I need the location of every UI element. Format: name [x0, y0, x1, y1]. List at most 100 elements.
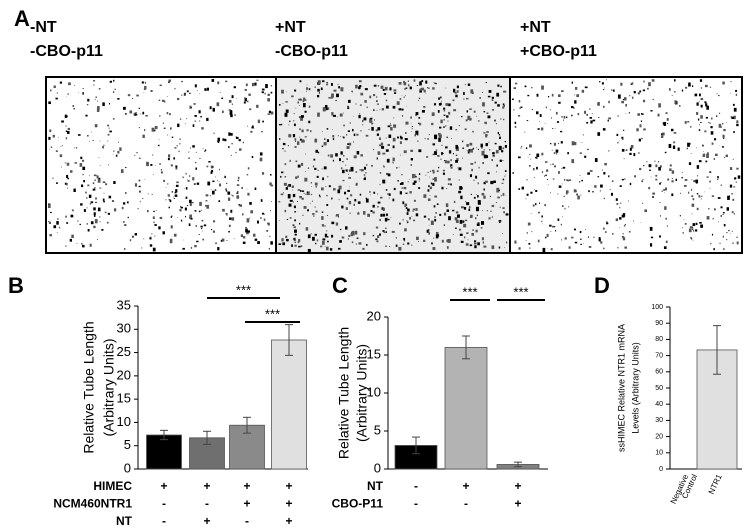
- cell: [410, 116, 412, 119]
- cell: [498, 189, 500, 191]
- cell: [701, 195, 703, 197]
- cell: [456, 85, 459, 89]
- cell: [720, 126, 722, 128]
- cell: [428, 134, 430, 136]
- cell: [189, 217, 191, 219]
- cell: [606, 222, 609, 225]
- cell: [257, 220, 259, 224]
- cell: [471, 232, 475, 236]
- cell: [529, 247, 531, 249]
- cell: [64, 182, 68, 185]
- cell: [189, 202, 192, 206]
- cell: [485, 142, 488, 147]
- cell: [379, 172, 382, 174]
- cell: [179, 138, 181, 140]
- cell: [351, 91, 353, 93]
- cell: [673, 132, 677, 134]
- cell: [624, 178, 626, 180]
- cell: [568, 246, 571, 249]
- cell: [460, 206, 464, 209]
- cell: [427, 189, 430, 192]
- cell: [530, 191, 533, 194]
- cell: [486, 210, 488, 212]
- cell: [310, 193, 313, 196]
- cell: [360, 130, 362, 132]
- cell: [174, 191, 177, 194]
- cell: [731, 193, 733, 195]
- cell: [82, 88, 84, 89]
- cell: [519, 107, 522, 109]
- cell: [504, 145, 507, 148]
- cell: [48, 204, 51, 209]
- cell: [170, 216, 173, 218]
- cell: [347, 105, 349, 108]
- cell: [117, 98, 120, 100]
- cell: [200, 209, 203, 211]
- image-caption: +CBO-p11: [520, 43, 597, 60]
- cell: [150, 163, 153, 166]
- cell: [331, 197, 333, 200]
- cell: [53, 85, 56, 89]
- cell: [231, 95, 234, 99]
- cell: [435, 149, 438, 151]
- cell: [189, 199, 192, 204]
- cell: [710, 126, 713, 129]
- cell: [142, 134, 145, 138]
- cell: [435, 234, 439, 239]
- cell: [554, 127, 556, 129]
- cell: [347, 238, 349, 240]
- cell: [229, 217, 232, 220]
- cell: [601, 169, 603, 171]
- cell: [320, 245, 323, 248]
- cell: [159, 216, 163, 220]
- cell: [428, 87, 430, 89]
- cell: [691, 203, 695, 207]
- cell: [399, 191, 402, 195]
- cell: [472, 147, 474, 150]
- cell: [431, 242, 433, 245]
- cell: [202, 148, 204, 150]
- cell: [460, 240, 464, 243]
- cell: [716, 93, 718, 95]
- cell: [731, 211, 734, 214]
- cell: [574, 241, 578, 244]
- y-axis-label: Levels (Arbitrary Units): [630, 342, 640, 434]
- cell: [145, 114, 148, 117]
- cell: [142, 198, 144, 199]
- cell: [326, 82, 328, 84]
- cell: [512, 172, 515, 174]
- cell: [555, 149, 559, 153]
- cell: [363, 166, 367, 170]
- cell: [503, 104, 506, 108]
- cell: [287, 193, 291, 199]
- cell: [368, 128, 370, 130]
- cell: [366, 164, 368, 166]
- cell: [322, 238, 326, 241]
- cell: [474, 245, 477, 249]
- cell: [407, 80, 409, 82]
- cell: [206, 117, 209, 121]
- cell: [666, 225, 669, 227]
- cell: [182, 176, 184, 179]
- cell: [322, 177, 325, 181]
- cell: [601, 82, 604, 85]
- cell: [663, 121, 667, 126]
- cell: [338, 199, 340, 201]
- cell: [434, 82, 436, 84]
- cell: [167, 134, 168, 136]
- cell: [57, 218, 59, 220]
- cell: [335, 215, 337, 217]
- cell: [705, 116, 708, 119]
- cell: [708, 208, 710, 210]
- cell: [358, 113, 361, 115]
- cell: [466, 202, 470, 206]
- cell: [217, 180, 218, 182]
- cell: [427, 198, 431, 201]
- cell: [107, 133, 110, 136]
- cell: [251, 126, 254, 129]
- cell: [301, 197, 304, 200]
- cell: [284, 112, 288, 117]
- cell: [525, 198, 527, 200]
- cell: [703, 150, 704, 152]
- cell: [722, 81, 725, 85]
